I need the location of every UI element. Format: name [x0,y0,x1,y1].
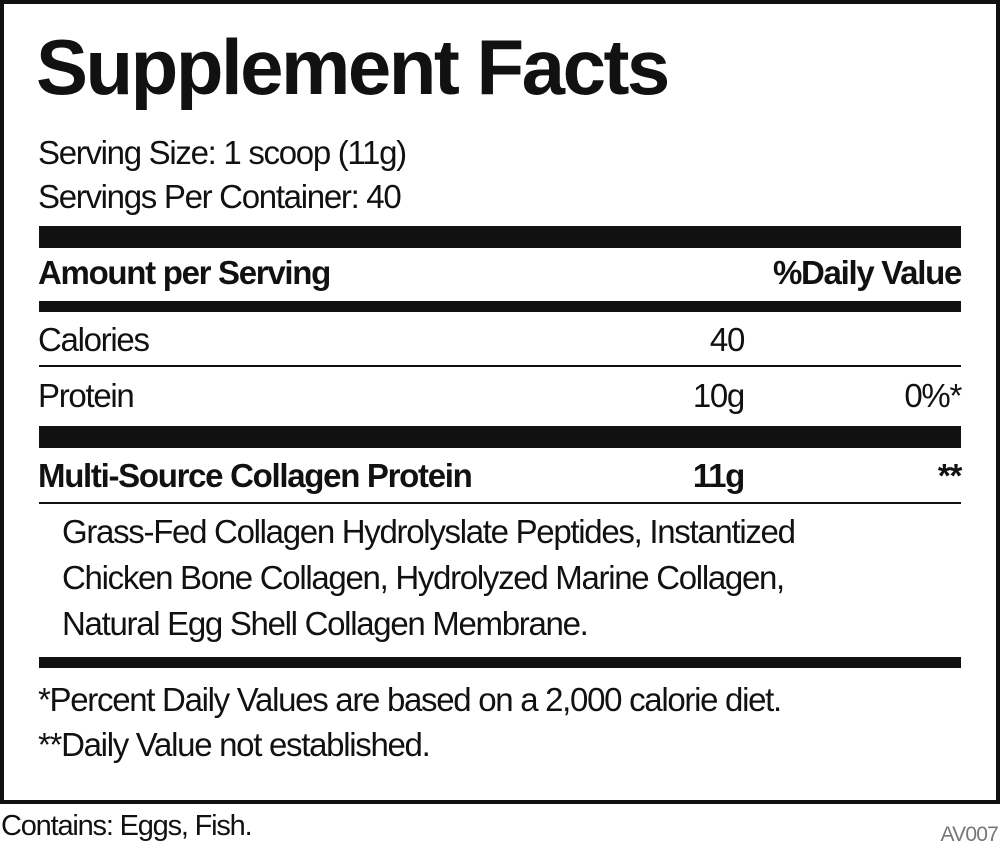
serving-size: Serving Size: 1 scoop (11g) [38,134,407,171]
footnote: *Percent Daily Values are based on a 2,0… [38,681,782,718]
blend-name: Multi-Source Collagen Protein [38,457,473,494]
allergen-statement: Contains: Eggs, Fish. [1,810,253,842]
servings-per-container: Servings Per Container: 40 [38,178,402,215]
nutrient-amount: 10g [692,377,745,414]
medium-divider [39,301,961,312]
ingredient-line: Chicken Bone Collagen, Hydrolyzed Marine… [62,559,785,596]
footnote: **Daily Value not established. [38,726,431,763]
daily-value-header: %Daily Value [772,254,962,291]
medium-divider [39,657,961,668]
thin-divider [39,365,961,367]
thick-divider [39,226,961,248]
nutrient-name: Calories [38,321,150,358]
thin-divider [39,502,961,504]
supplement-facts-panel [0,0,1000,804]
blend-dv: ** [937,457,962,494]
blend-amount: 11g [692,457,745,494]
panel-title: Supplement Facts [36,23,670,111]
ingredient-line: Grass-Fed Collagen Hydrolyslate Peptides… [62,513,796,550]
amount-per-serving-header: Amount per Serving [38,254,331,291]
nutrient-name: Protein [38,377,135,414]
thick-divider [39,426,961,448]
ingredient-line: Natural Egg Shell Collagen Membrane. [62,605,589,642]
nutrient-dv: 0%* [904,377,962,414]
nutrient-amount: 40 [709,321,745,358]
label-code: AV007 [940,823,999,846]
